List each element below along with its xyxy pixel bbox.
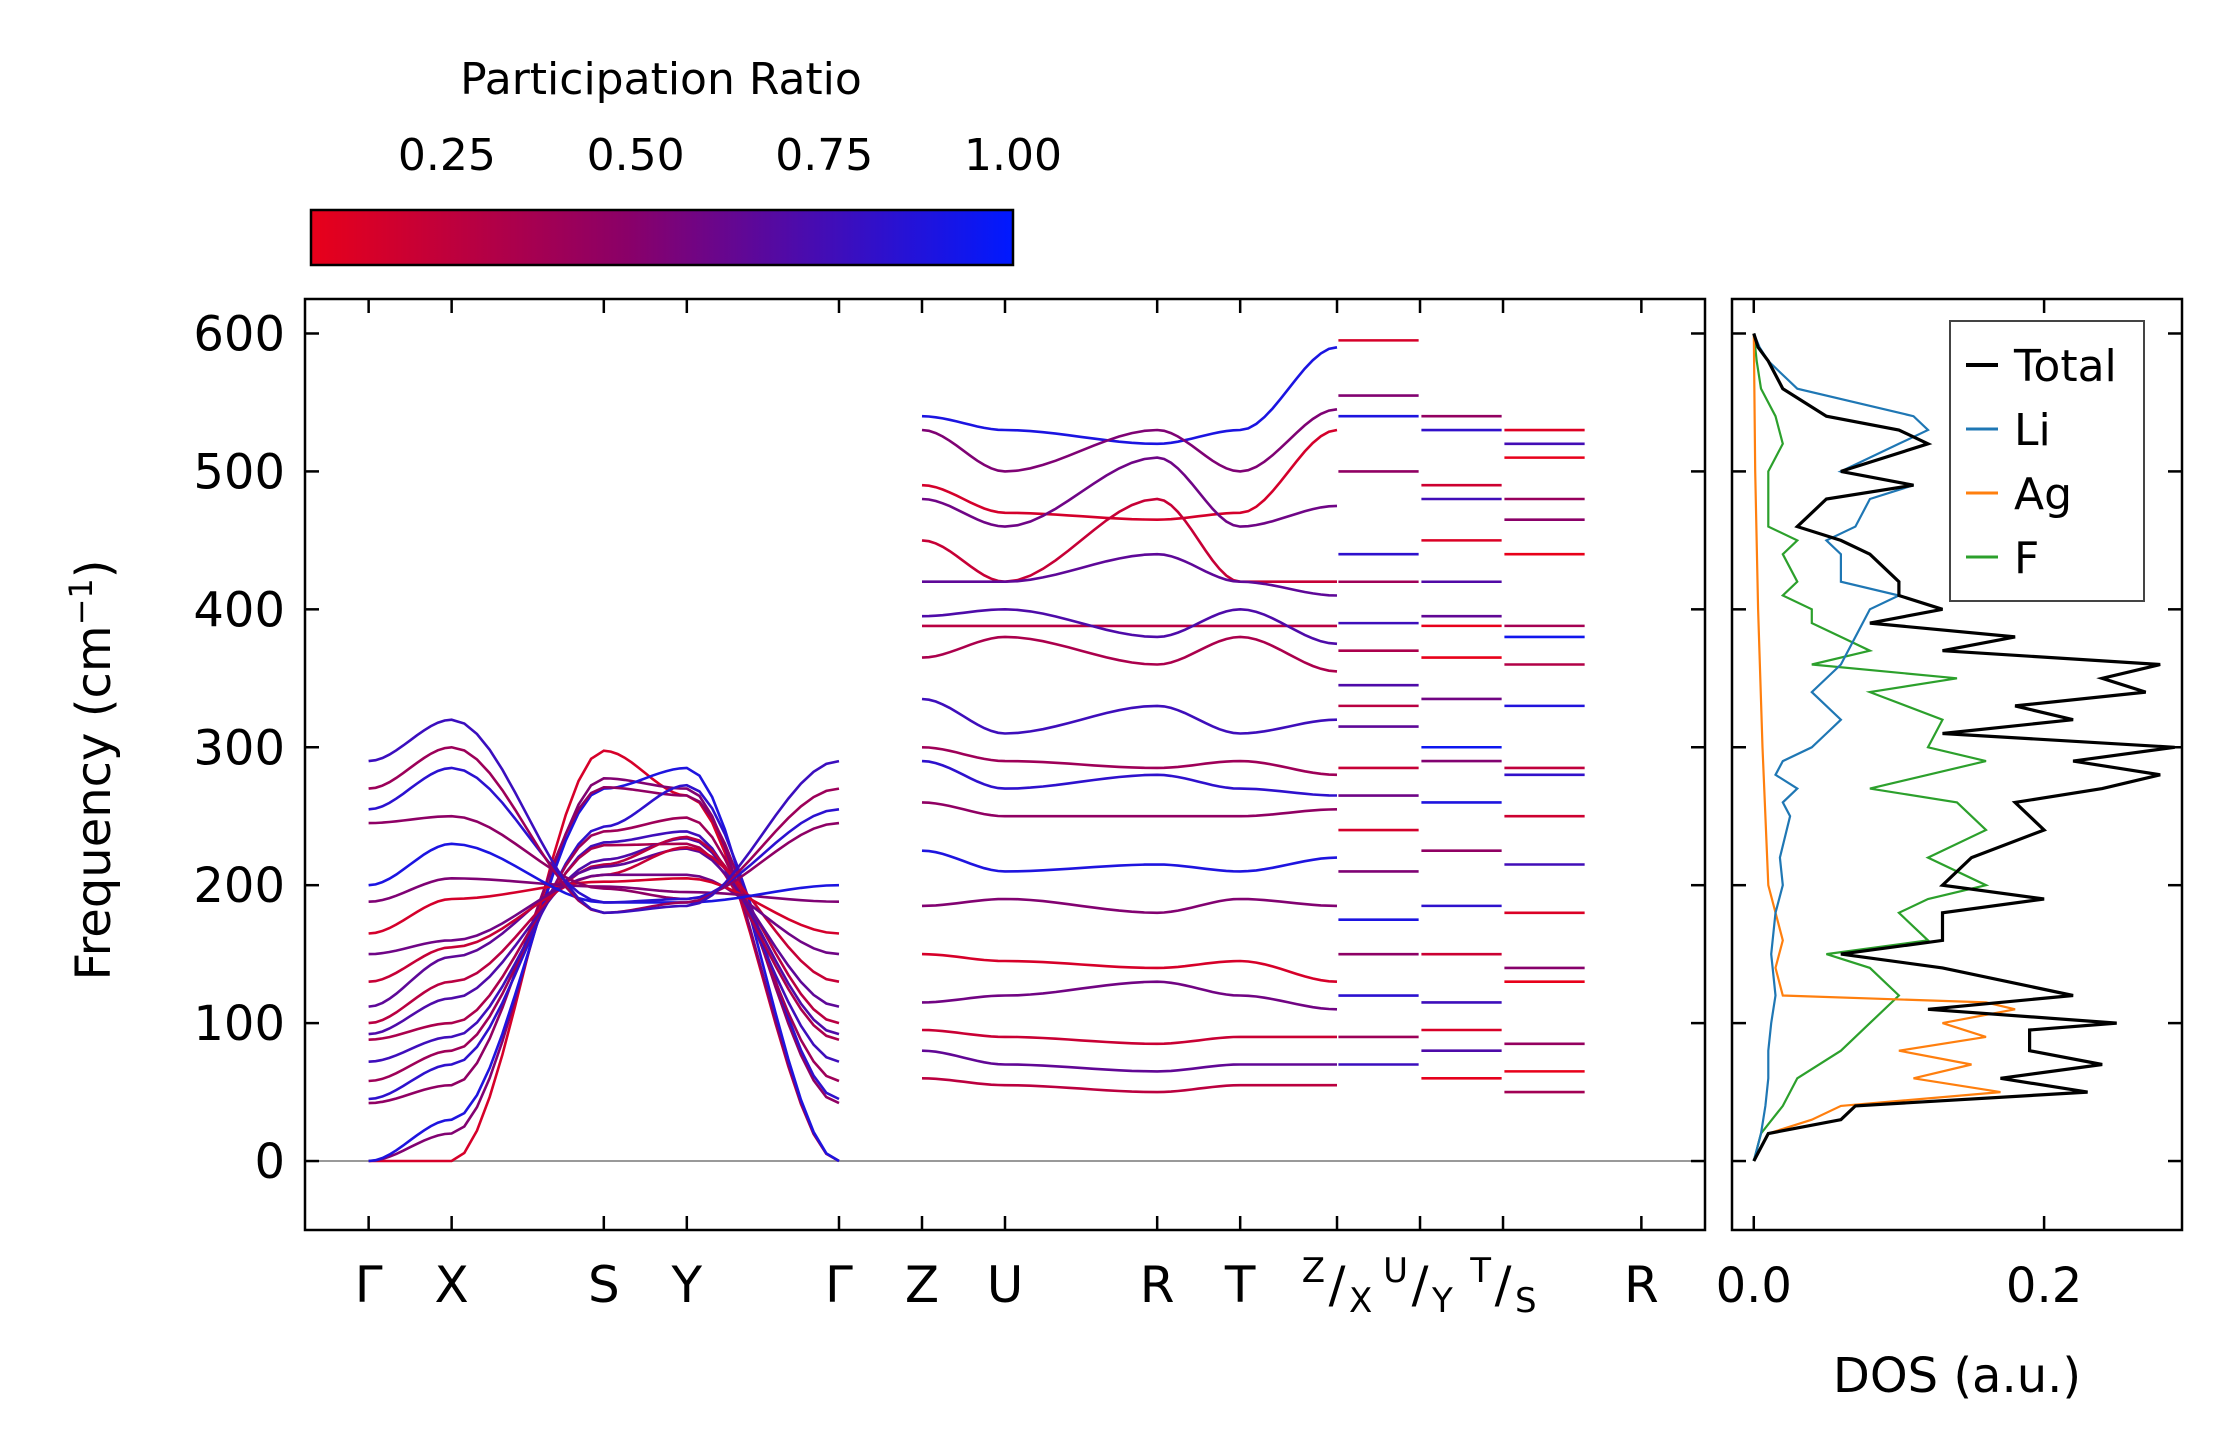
band-line xyxy=(921,897,1338,915)
legend-box xyxy=(1949,320,2145,602)
y-tick-label: 100 xyxy=(193,996,285,1052)
band-line xyxy=(921,1049,1337,1073)
band-line xyxy=(921,497,1337,584)
band-line xyxy=(921,428,1338,522)
x-tick-label: X xyxy=(435,1256,469,1314)
band-line xyxy=(368,814,840,901)
dos-frame xyxy=(1730,297,2184,1232)
dispersion-frame xyxy=(303,297,1707,1232)
colorbar-gradient xyxy=(309,208,1015,267)
y-tick-label: 400 xyxy=(193,582,285,638)
band-line xyxy=(368,876,840,935)
band-line xyxy=(368,842,840,904)
x-tick-label: T xyxy=(1224,1256,1256,1314)
y-tick-label: 0 xyxy=(254,1134,285,1190)
x-tick-label: R xyxy=(1624,1256,1659,1314)
dos-series-li xyxy=(1752,333,1930,1162)
legend-label: F xyxy=(2014,533,2039,584)
band-line xyxy=(368,766,840,904)
y-axis-ticks: 0 100 200 300 400 500 600 xyxy=(193,306,1705,1190)
x-axis-ticks: Γ X S Y Γ Z U R T RZ / XU / YT / S xyxy=(355,299,1659,1321)
x-tick-label: Z xyxy=(905,1256,939,1314)
band-line xyxy=(921,408,1338,473)
dos-x-tick-label: 0.2 xyxy=(2006,1258,2082,1314)
x-tick-label-slash: / xyxy=(1329,1256,1346,1314)
band-line xyxy=(368,847,840,1008)
x-tick-label-slash: / xyxy=(1412,1256,1429,1314)
phonon-bands xyxy=(305,339,1705,1163)
colorbar-tick-label: 0.75 xyxy=(775,130,873,181)
x-tick-label: Γ xyxy=(825,1256,853,1314)
band-line xyxy=(921,607,1338,646)
legend-label: Li xyxy=(2014,405,2051,456)
band-line xyxy=(368,835,840,1025)
y-axis-label-end: ) xyxy=(66,559,122,578)
colorbar-tick-label: 0.50 xyxy=(587,130,685,181)
legend-label: Ag xyxy=(2014,469,2072,520)
y-tick-label: 300 xyxy=(193,720,285,776)
band-line xyxy=(921,1077,1337,1094)
band-line xyxy=(921,746,1338,777)
x-tick-label-bottom: S xyxy=(1515,1281,1537,1321)
dos-curves xyxy=(1752,333,2175,1162)
band-line xyxy=(922,552,1338,597)
band-line xyxy=(368,718,840,915)
x-tick-label-slash: / xyxy=(1495,1256,1512,1314)
x-tick-fraction-label: Z / X xyxy=(1302,1251,1373,1321)
dos-ticks: 0.0 0.2 xyxy=(1716,299,2182,1314)
x-tick-label-top: T xyxy=(1469,1251,1491,1291)
dos-x-tick-label: 0.0 xyxy=(1716,1258,1792,1314)
dos-legend: Total Li Ag F xyxy=(1949,320,2145,602)
y-axis-label: Frequency (cm−1) xyxy=(62,559,122,980)
x-tick-label: S xyxy=(588,1256,620,1314)
band-line xyxy=(368,876,840,903)
dos-x-axis-label: DOS (a.u.) xyxy=(1833,1348,2081,1404)
x-tick-label: R xyxy=(1140,1256,1175,1314)
colorbar-ticks: 0.25 0.50 0.75 1.00 xyxy=(398,130,1062,265)
band-line xyxy=(921,697,1338,735)
legend-label: Total xyxy=(2013,341,2117,392)
band-line xyxy=(921,952,1338,983)
x-tick-label-top: Z xyxy=(1302,1251,1325,1291)
colorbar-tick-label: 0.25 xyxy=(398,130,496,181)
y-tick-label: 200 xyxy=(193,858,285,914)
x-tick-label: Γ xyxy=(355,1256,383,1314)
x-tick-label: Y xyxy=(671,1256,703,1314)
y-tick-label: 600 xyxy=(193,306,285,362)
band-line xyxy=(921,980,1338,1011)
dos-series-total xyxy=(1752,333,2175,1162)
dos-series-f xyxy=(1752,333,1990,1162)
band-line xyxy=(921,635,1338,673)
y-axis-label-sup: −1 xyxy=(62,578,100,625)
x-tick-fraction-label: T / S xyxy=(1469,1251,1536,1321)
band-line xyxy=(921,849,1338,873)
dos-panel: 0.0 0.2 DOS (a.u.) Total Li Ag F xyxy=(1716,297,2184,1404)
x-tick-label: U xyxy=(987,1256,1024,1314)
band-line xyxy=(921,759,1338,797)
x-tick-label-bottom: X xyxy=(1349,1281,1372,1321)
band-line xyxy=(921,346,1338,446)
colorbar-title: Participation Ratio xyxy=(460,54,862,105)
colorbar: Participation Ratio 0.25 0.50 0.75 1.00 xyxy=(309,54,1062,267)
x-tick-fraction-label: U / Y xyxy=(1383,1251,1453,1321)
y-tick-label: 500 xyxy=(193,444,285,500)
y-axis-label-main: Frequency (cm xyxy=(66,625,122,980)
band-line xyxy=(921,456,1338,528)
x-tick-label-top: U xyxy=(1383,1251,1408,1291)
band-line xyxy=(921,1028,1337,1046)
band-line xyxy=(921,801,1338,818)
colorbar-tick-label: 1.00 xyxy=(964,130,1062,181)
x-tick-label-bottom: Y xyxy=(1431,1281,1453,1321)
